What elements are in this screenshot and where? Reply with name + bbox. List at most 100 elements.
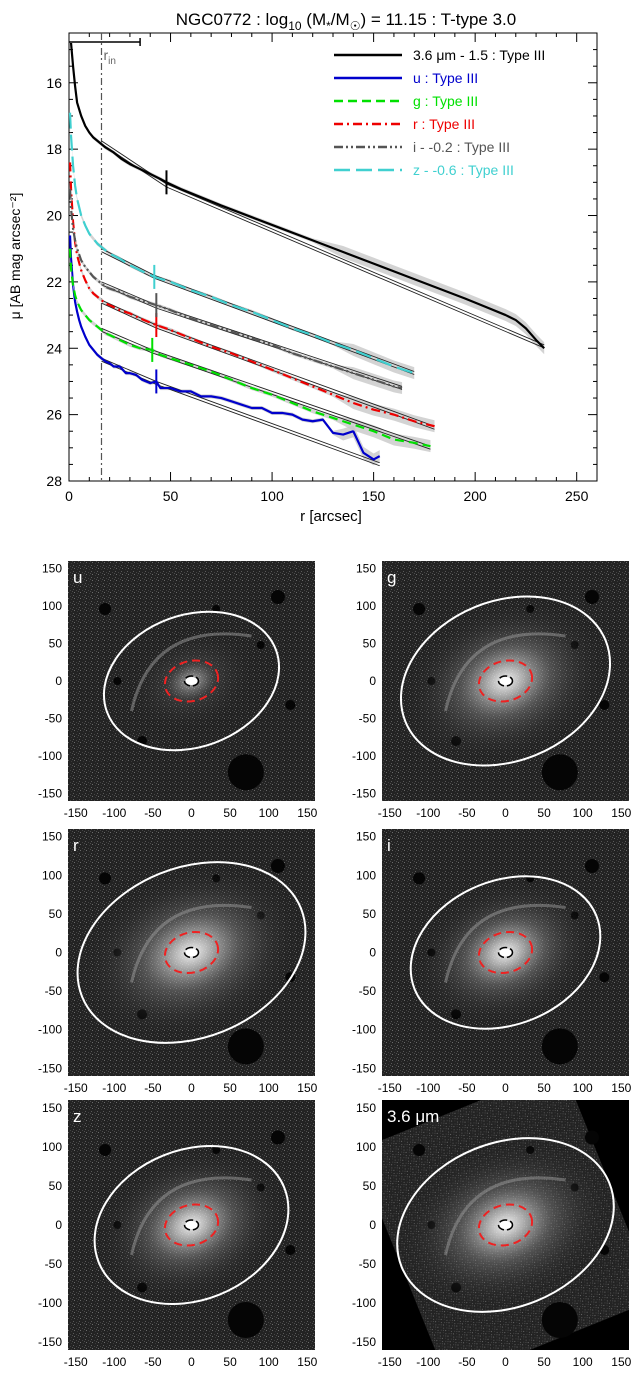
panel-y-tick-label: -100 <box>352 1023 376 1037</box>
panel-x-tick-label: -50 <box>144 1081 162 1095</box>
profile-plot: NGC0772 : log10 (M*/M☉) = 11.15 : T-type… <box>7 10 598 525</box>
masked-source <box>227 1302 264 1338</box>
inner-ellipse <box>477 659 534 703</box>
image-panel-2: r -150 -100 -50 0 50 100 150 150 100 50 0 -50 -100 -15… <box>38 829 318 1095</box>
panel-x-tick-label: -100 <box>102 1355 126 1369</box>
panel-x-tick-label: -100 <box>416 1081 440 1095</box>
masked-source <box>270 590 285 604</box>
panel-x-tick-label: 100 <box>573 806 593 820</box>
masked-source <box>541 754 578 791</box>
legend-entry: z - -0.6 : Type III <box>413 162 514 178</box>
panel-x-tick-label: -50 <box>458 806 476 820</box>
panel-y-tick-label: 50 <box>49 907 63 921</box>
panel-x-tick-label: -150 <box>64 1081 88 1095</box>
y-tick-label: 28 <box>46 473 62 489</box>
galaxy-core <box>499 948 512 957</box>
panel-x-tick-label: 0 <box>188 1355 195 1369</box>
panel-x-tick-label: -150 <box>378 806 402 820</box>
panel-y-tick-label: 100 <box>42 868 62 882</box>
panel-x-tick-label: -50 <box>144 806 162 820</box>
fit-line <box>101 302 157 329</box>
panel-y-tick-label: 150 <box>42 562 62 576</box>
panel-y-tick-label: -150 <box>38 1335 62 1349</box>
galaxy-core <box>499 1221 512 1229</box>
panel-x-tick-label: 50 <box>537 1081 551 1095</box>
x-tick-label: 0 <box>65 488 73 504</box>
fit-line <box>156 384 380 467</box>
inner-ellipse <box>163 930 220 975</box>
masked-source <box>285 700 296 710</box>
panel-label: 3.6 μm <box>387 1107 439 1126</box>
fit-line <box>156 304 403 387</box>
panel-y-tick-label: 150 <box>356 1101 376 1115</box>
panel-y-tick-label: 50 <box>363 637 377 651</box>
masked-source <box>270 859 285 874</box>
outer-ellipse <box>102 610 281 752</box>
panel-y-tick-label: -50 <box>359 984 377 998</box>
spiral-arm <box>444 632 566 712</box>
panel-x-tick-label: 100 <box>573 1081 593 1095</box>
galaxy-core <box>185 948 198 957</box>
panel-x-tick-label: 100 <box>573 1355 593 1369</box>
panel-y-tick-label: -50 <box>359 712 377 726</box>
masked-source <box>599 972 610 983</box>
x-tick-label: 150 <box>362 488 386 504</box>
panel-y-tick-label: -150 <box>352 1061 376 1075</box>
panel-y-tick-label: -150 <box>38 1061 62 1075</box>
fit-line <box>101 251 155 279</box>
masked-source <box>99 1144 112 1156</box>
panel-x-tick-label: 150 <box>297 1081 317 1095</box>
core-contour <box>183 946 200 959</box>
series-line <box>68 188 403 390</box>
panel-y-tick-label: 0 <box>55 1218 62 1232</box>
panel-y-tick-label: -100 <box>38 749 62 763</box>
panel-y-tick-label: -100 <box>352 749 376 763</box>
legend: 3.6 μm - 1.5 : Type III u : Type III g : T… <box>334 47 545 178</box>
panel-x-tick-label: 50 <box>223 1081 237 1095</box>
series-0 <box>69 40 545 355</box>
panel-y-tick-label: -150 <box>38 787 62 801</box>
core-contour <box>497 946 514 959</box>
panel-x-tick-label: 100 <box>259 1081 279 1095</box>
panel-y-tick-label: -100 <box>38 1023 62 1037</box>
panel-label: r <box>73 836 79 855</box>
panel-y-tick-label: -50 <box>45 984 63 998</box>
panel-x-tick-label: -100 <box>416 806 440 820</box>
panel-x-tick-label: 0 <box>502 1355 509 1369</box>
masked-source <box>227 754 264 791</box>
panel-image <box>68 561 315 801</box>
panel-x-tick-label: 100 <box>259 1355 279 1369</box>
panel-x-tick-label: -100 <box>416 1355 440 1369</box>
panel-x-tick-label: 0 <box>188 806 195 820</box>
x-tick-label: 200 <box>463 488 487 504</box>
y-tick-labels: 16 18 20 22 24 26 28 <box>46 75 62 489</box>
masked-source <box>413 1144 426 1156</box>
core-contour <box>183 675 200 687</box>
x-tick-labels: 0 50 100 150 200 250 <box>65 488 588 504</box>
masked-source <box>99 603 112 615</box>
fit-line <box>154 277 415 375</box>
image-panel-1: g -150 -100 -50 0 50 100 150 150 100 50 0 -50 -100 -15… <box>352 561 632 820</box>
y-tick-label: 26 <box>46 407 62 423</box>
inner-ellipse <box>163 1203 220 1247</box>
panel-x-tick-label: 50 <box>537 1355 551 1369</box>
panel-x-tick-label: 150 <box>611 806 631 820</box>
series-line <box>68 235 381 461</box>
panel-x-tick-label: -150 <box>378 1355 402 1369</box>
masked-source <box>99 872 112 885</box>
legend-entry: g : Type III <box>413 93 478 109</box>
fit-line <box>101 327 153 351</box>
chart-title: NGC0772 : log10 (M*/M☉) = 11.15 : T-type… <box>176 10 516 33</box>
panel-image <box>382 561 629 801</box>
fit-line <box>101 281 157 306</box>
panel-x-tick-label: -50 <box>458 1355 476 1369</box>
series-line <box>69 42 545 350</box>
outer-ellipse <box>396 1137 615 1313</box>
panel-x-tick-label: 100 <box>259 806 279 820</box>
core-contour <box>497 1219 514 1231</box>
fit-line <box>152 352 431 450</box>
panel-y-tick-label: 150 <box>356 830 376 844</box>
image-panel-0: u -150 -100 -50 0 50 100 150 150 100 50 0 -50 -100 -15… <box>38 561 318 820</box>
panel-y-tick-label: -50 <box>359 1257 377 1271</box>
legend-entry: i - -0.2 : Type III <box>413 139 510 155</box>
